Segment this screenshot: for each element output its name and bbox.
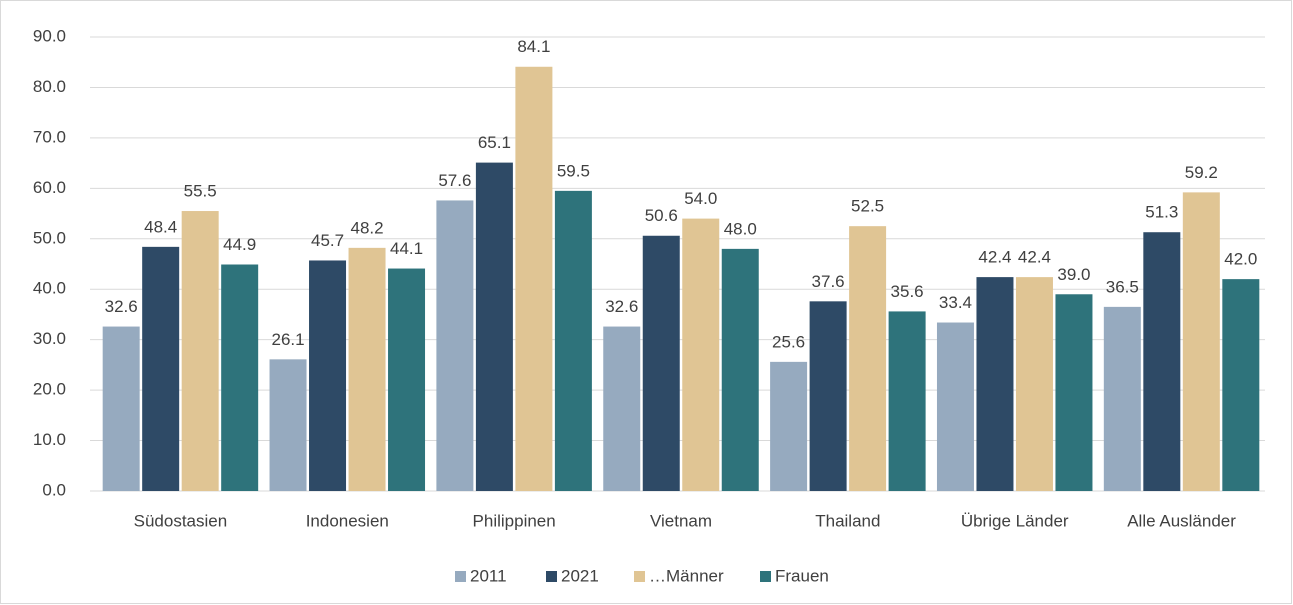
bar <box>1103 306 1141 491</box>
bar <box>682 218 720 491</box>
y-tick-label: 80.0 <box>33 77 66 96</box>
data-label: 44.1 <box>390 239 423 258</box>
x-tick-label: Philippinen <box>473 511 556 530</box>
data-label: 37.6 <box>812 272 845 291</box>
data-label: 48.2 <box>350 218 383 237</box>
y-tick-label: 20.0 <box>33 380 66 399</box>
data-label: 42.0 <box>1224 250 1257 269</box>
bar <box>770 361 808 491</box>
x-tick-label: Übrige Länder <box>961 511 1069 530</box>
legend-swatch <box>634 571 645 582</box>
y-tick-label: 50.0 <box>33 228 66 247</box>
data-label: 33.4 <box>939 293 972 312</box>
bar <box>181 211 219 492</box>
legend-label: …Männer <box>649 566 724 585</box>
bar <box>436 200 474 491</box>
legend-swatch <box>760 571 771 582</box>
bar <box>348 247 386 491</box>
bar <box>1055 294 1093 491</box>
bar <box>721 248 759 491</box>
bar <box>269 359 307 491</box>
data-label: 59.5 <box>557 161 590 180</box>
data-label: 42.4 <box>978 248 1011 267</box>
bar <box>142 246 180 491</box>
data-label: 45.7 <box>311 231 344 250</box>
data-label: 48.0 <box>724 219 757 238</box>
bar <box>221 264 259 491</box>
x-tick-label: Alle Ausländer <box>1127 511 1236 530</box>
data-label: 35.6 <box>891 282 924 301</box>
data-label: 55.5 <box>184 182 217 201</box>
data-label: 32.6 <box>105 297 138 316</box>
data-label: 57.6 <box>438 171 471 190</box>
data-label: 39.0 <box>1057 265 1090 284</box>
bar <box>309 260 347 491</box>
y-tick-label: 90.0 <box>33 26 66 45</box>
data-label: 42.4 <box>1018 248 1051 267</box>
bar <box>102 326 140 491</box>
bar <box>936 322 974 491</box>
y-tick-label: 30.0 <box>33 329 66 348</box>
bar <box>976 277 1014 491</box>
data-label: 52.5 <box>851 197 884 216</box>
bar <box>1015 277 1053 491</box>
data-label: 50.6 <box>645 206 678 225</box>
bar <box>554 190 592 491</box>
data-label: 25.6 <box>772 332 805 351</box>
data-label: 84.1 <box>517 37 550 56</box>
bar <box>1143 232 1181 491</box>
y-tick-label: 60.0 <box>33 178 66 197</box>
data-label: 44.9 <box>223 235 256 254</box>
x-tick-label: Thailand <box>815 511 880 530</box>
data-label: 59.2 <box>1185 163 1218 182</box>
y-tick-label: 40.0 <box>33 279 66 298</box>
bar <box>515 66 553 492</box>
legend-label: Frauen <box>775 566 829 585</box>
bar <box>642 235 680 491</box>
data-label: 32.6 <box>605 297 638 316</box>
bar <box>388 268 426 491</box>
x-tick-label: Vietnam <box>650 511 712 530</box>
legend-swatch <box>455 571 466 582</box>
y-tick-label: 0.0 <box>42 480 66 499</box>
bar <box>1182 192 1220 491</box>
x-tick-label: Südostasien <box>134 511 228 530</box>
data-label: 48.4 <box>144 217 177 236</box>
data-label: 54.0 <box>684 189 717 208</box>
legend-label: 2021 <box>561 566 599 585</box>
y-tick-label: 10.0 <box>33 430 66 449</box>
y-tick-label: 70.0 <box>33 127 66 146</box>
bar <box>888 311 926 491</box>
bar <box>849 226 887 491</box>
data-label: 51.3 <box>1145 203 1178 222</box>
x-tick-label: Indonesien <box>306 511 389 530</box>
legend-swatch <box>546 571 557 582</box>
bar <box>475 162 513 491</box>
bar <box>603 326 641 491</box>
data-label: 36.5 <box>1106 277 1139 296</box>
bar <box>1222 279 1260 491</box>
data-label: 65.1 <box>478 133 511 152</box>
legend-label: 2011 <box>470 566 507 585</box>
bar <box>809 301 847 491</box>
data-label: 26.1 <box>271 330 304 349</box>
